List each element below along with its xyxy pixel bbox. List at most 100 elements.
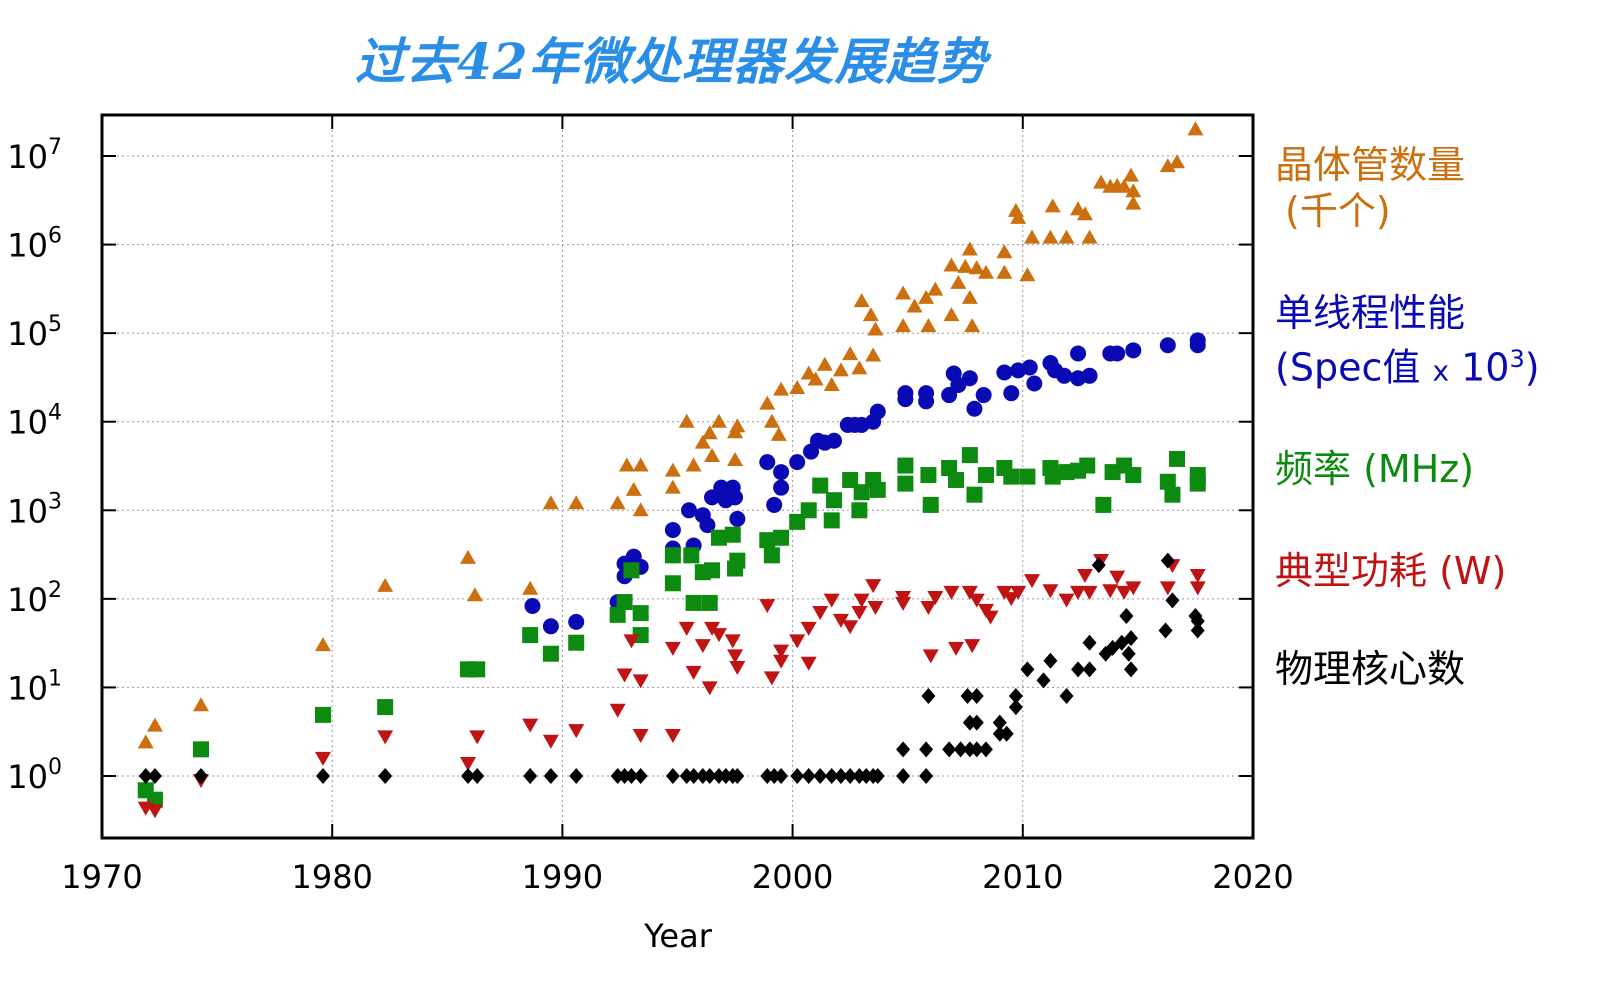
data-point [694, 639, 711, 654]
data-point [1008, 699, 1023, 716]
data-point [1169, 154, 1186, 169]
data-point [470, 768, 485, 784]
data-point [824, 768, 839, 784]
data-point [853, 593, 870, 608]
data-point [773, 644, 790, 659]
data-point [632, 457, 649, 472]
data-point [766, 496, 783, 513]
legend-frequency: 频率 (MHz) [1275, 447, 1475, 491]
data-point [138, 768, 153, 784]
data-point [1070, 585, 1087, 600]
data-point [1164, 486, 1181, 503]
data-point [727, 451, 744, 466]
data-point [1160, 552, 1175, 569]
data-point [1109, 570, 1126, 585]
data-point [964, 318, 981, 333]
data-point [710, 529, 727, 546]
perf-unit-a: (Spec值 [1275, 345, 1421, 390]
data-point [978, 741, 993, 758]
data-point [1079, 457, 1096, 474]
data-point [969, 688, 984, 705]
data-point [1058, 593, 1075, 608]
x-axis-label: Year [643, 917, 713, 955]
data-point [961, 585, 978, 600]
data-point [1058, 229, 1075, 244]
data-point [523, 768, 538, 784]
data-point [1082, 634, 1097, 651]
data-point [897, 457, 914, 474]
data-point [193, 768, 208, 784]
legend-cores: 物理核心数 [1275, 647, 1466, 691]
data-point [1076, 568, 1093, 583]
data-point [1119, 608, 1134, 625]
data-point [789, 634, 806, 649]
data-point [996, 264, 1013, 279]
data-point [977, 264, 994, 279]
data-point [1159, 337, 1176, 354]
data-point [729, 418, 746, 433]
data-point [699, 517, 716, 534]
data-point [460, 549, 477, 564]
data-point [625, 481, 642, 496]
data-point [812, 606, 829, 621]
data-point [568, 613, 585, 630]
data-point [542, 495, 559, 510]
data-point [568, 724, 585, 739]
x-tick-label: 2000 [752, 858, 833, 896]
x-tick-label: 1980 [291, 858, 372, 896]
data-point [826, 492, 843, 509]
data-point [996, 364, 1013, 381]
series-4 [138, 552, 1205, 784]
data-point [833, 768, 848, 784]
data-point [1189, 568, 1206, 583]
data-point [950, 274, 967, 289]
data-point [729, 510, 746, 527]
data-point [664, 462, 681, 477]
data-point [999, 725, 1014, 742]
data-point [522, 627, 539, 644]
data-point [1042, 229, 1059, 244]
data-point [469, 661, 486, 678]
data-point [1121, 645, 1136, 662]
data-point [1081, 229, 1098, 244]
data-point [969, 741, 984, 758]
data-point [724, 526, 741, 543]
data-point [632, 674, 649, 689]
data-point [1042, 584, 1059, 599]
data-point [1189, 475, 1206, 492]
data-point [953, 741, 968, 758]
data-point [957, 258, 974, 273]
data-point [616, 668, 633, 683]
data-point [919, 768, 934, 784]
data-point [522, 718, 539, 733]
data-point [896, 741, 911, 758]
data-point [1021, 359, 1038, 376]
data-point [1116, 178, 1133, 193]
data-point [966, 486, 983, 503]
data-point [1056, 367, 1073, 384]
data-point [664, 521, 681, 538]
data-point [927, 281, 944, 296]
data-point [1190, 622, 1205, 639]
data-point [800, 365, 817, 380]
data-point [466, 587, 483, 602]
data-point [632, 605, 649, 622]
data-point [609, 495, 626, 510]
data-point [686, 768, 701, 784]
data-point [867, 600, 884, 615]
data-point [146, 717, 163, 732]
series-2 [137, 447, 1206, 808]
data-point [942, 741, 957, 758]
data-point [941, 387, 958, 404]
data-point [801, 768, 816, 784]
data-point [1076, 206, 1093, 221]
data-point [1123, 661, 1138, 678]
data-point [773, 529, 790, 546]
data-point [314, 637, 331, 652]
data-point [1010, 585, 1027, 600]
data-point [1125, 183, 1142, 198]
data-point [710, 628, 727, 643]
data-point [633, 768, 648, 784]
data-point [813, 768, 828, 784]
data-point [694, 434, 711, 449]
